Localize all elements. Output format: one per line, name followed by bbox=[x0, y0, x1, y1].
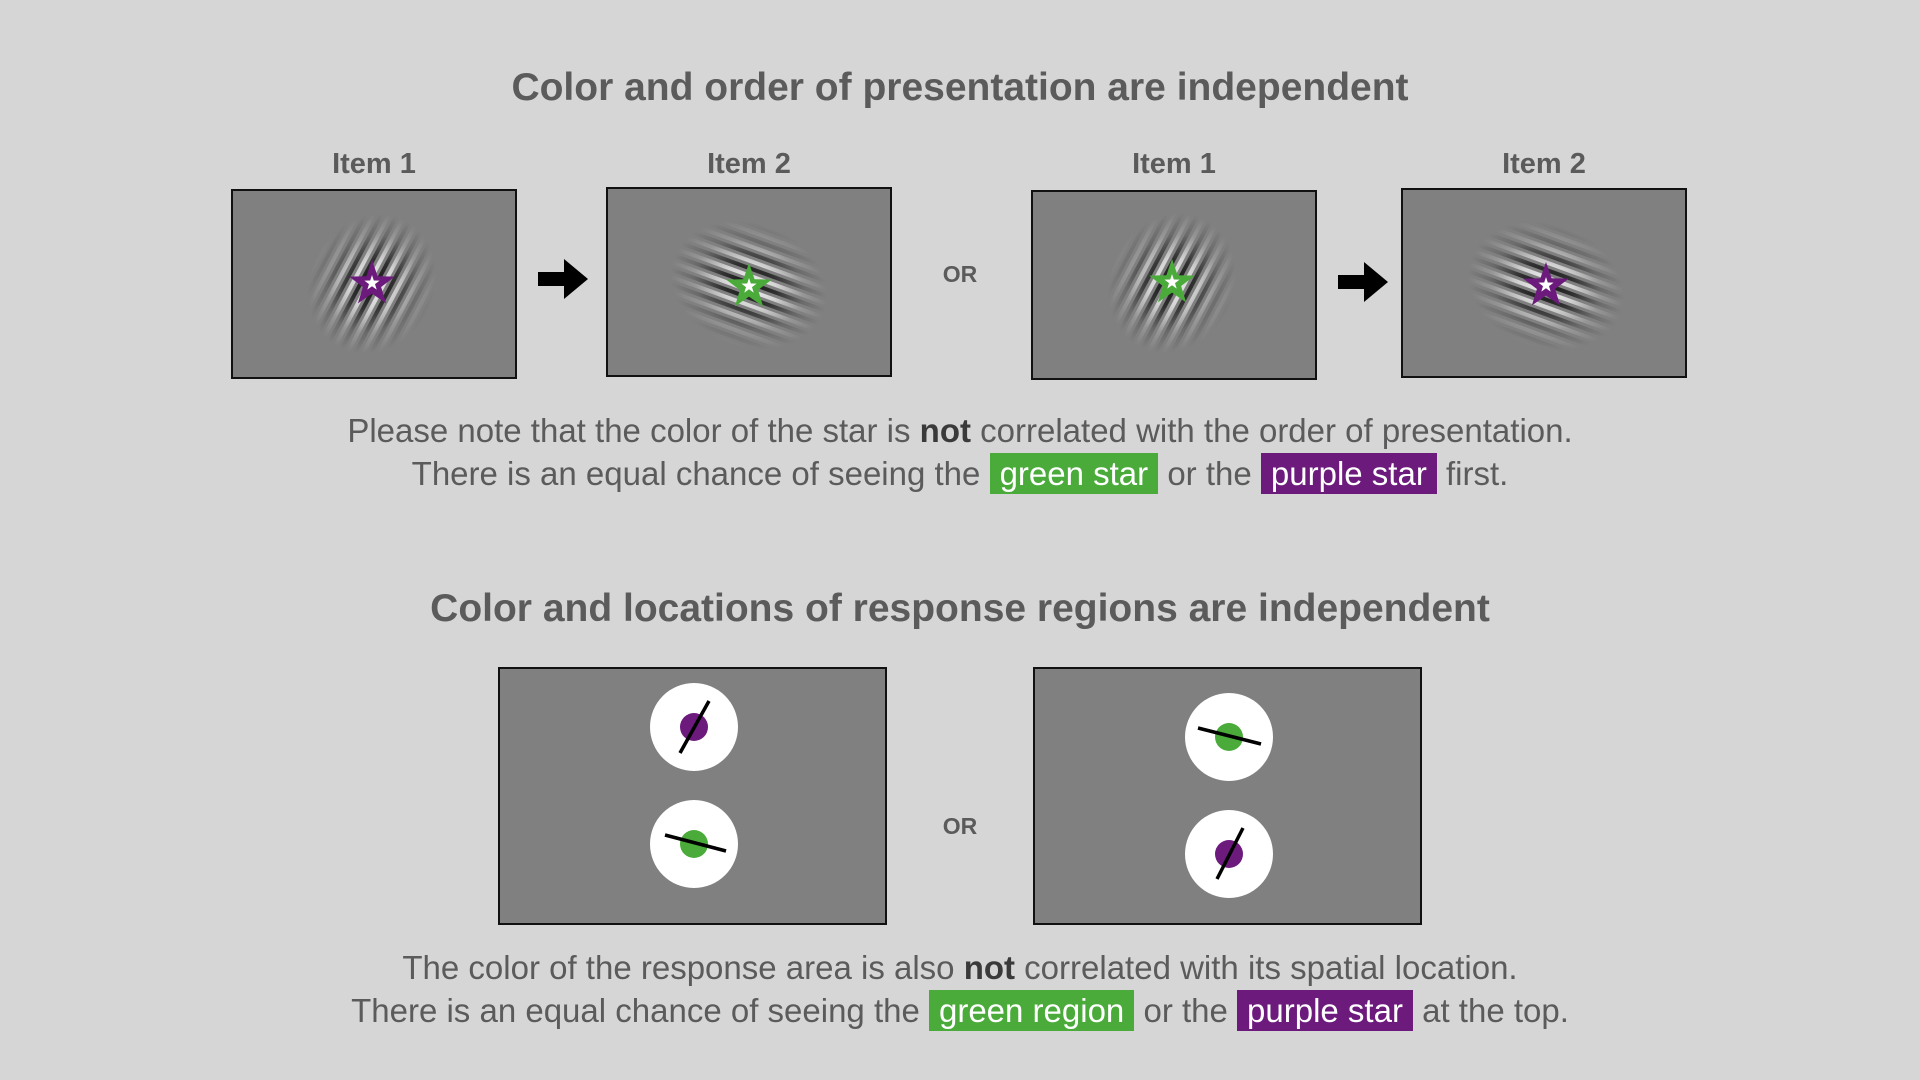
star-center-icon bbox=[1164, 274, 1180, 289]
green-star-highlight: green star bbox=[989, 453, 1159, 494]
response-panel-right bbox=[1033, 667, 1422, 925]
arrow-right-icon bbox=[538, 259, 588, 299]
response-panel-left bbox=[498, 667, 887, 925]
star-center-icon bbox=[364, 275, 380, 290]
response-region-top-purple[interactable] bbox=[650, 683, 738, 771]
response-region-bottom-purple[interactable] bbox=[1185, 810, 1273, 898]
item1-label: Item 1 bbox=[1132, 148, 1216, 180]
star-center-icon bbox=[741, 278, 757, 293]
section2-note: The color of the response area is also n… bbox=[0, 946, 1920, 1032]
arrow-right-icon bbox=[1338, 262, 1388, 302]
note-line-1: The color of the response area is also n… bbox=[402, 949, 1518, 986]
response-region-top-green[interactable] bbox=[1185, 693, 1273, 781]
section2-title: Color and locations of response regions … bbox=[430, 587, 1490, 630]
section1-title: Color and order of presentation are inde… bbox=[511, 66, 1409, 109]
star-center-icon bbox=[1538, 277, 1554, 292]
emphasis-not: not bbox=[963, 949, 1016, 986]
note-line-2: There is an equal chance of seeing the g… bbox=[351, 990, 1569, 1031]
orientation-line-icon bbox=[678, 700, 711, 754]
stimulus-panel-item1-green bbox=[1031, 190, 1317, 380]
note-line-2: There is an equal chance of seeing the g… bbox=[411, 453, 1509, 494]
orientation-line-icon bbox=[664, 833, 727, 853]
purple-star-highlight: purple star bbox=[1237, 990, 1413, 1031]
stimulus-panel-item1-purple bbox=[231, 189, 517, 379]
item1-label: Item 1 bbox=[332, 148, 416, 180]
or-label: OR bbox=[942, 261, 978, 287]
item2-label: Item 2 bbox=[1502, 148, 1586, 180]
item2-label: Item 2 bbox=[707, 148, 791, 180]
response-region-bottom-green[interactable] bbox=[650, 800, 738, 888]
orientation-line-icon bbox=[1197, 726, 1262, 746]
stimulus-panel-item2-green bbox=[606, 187, 892, 377]
green-region-highlight: green region bbox=[928, 990, 1135, 1031]
or-label: OR bbox=[942, 813, 978, 839]
orientation-line-icon bbox=[1215, 827, 1245, 880]
section1-note: Please note that the color of the star i… bbox=[0, 409, 1920, 495]
purple-star-highlight: purple star bbox=[1260, 453, 1437, 494]
emphasis-not: not bbox=[919, 412, 971, 449]
note-line-1: Please note that the color of the star i… bbox=[347, 412, 1573, 449]
stimulus-panel-item2-purple bbox=[1401, 188, 1687, 378]
